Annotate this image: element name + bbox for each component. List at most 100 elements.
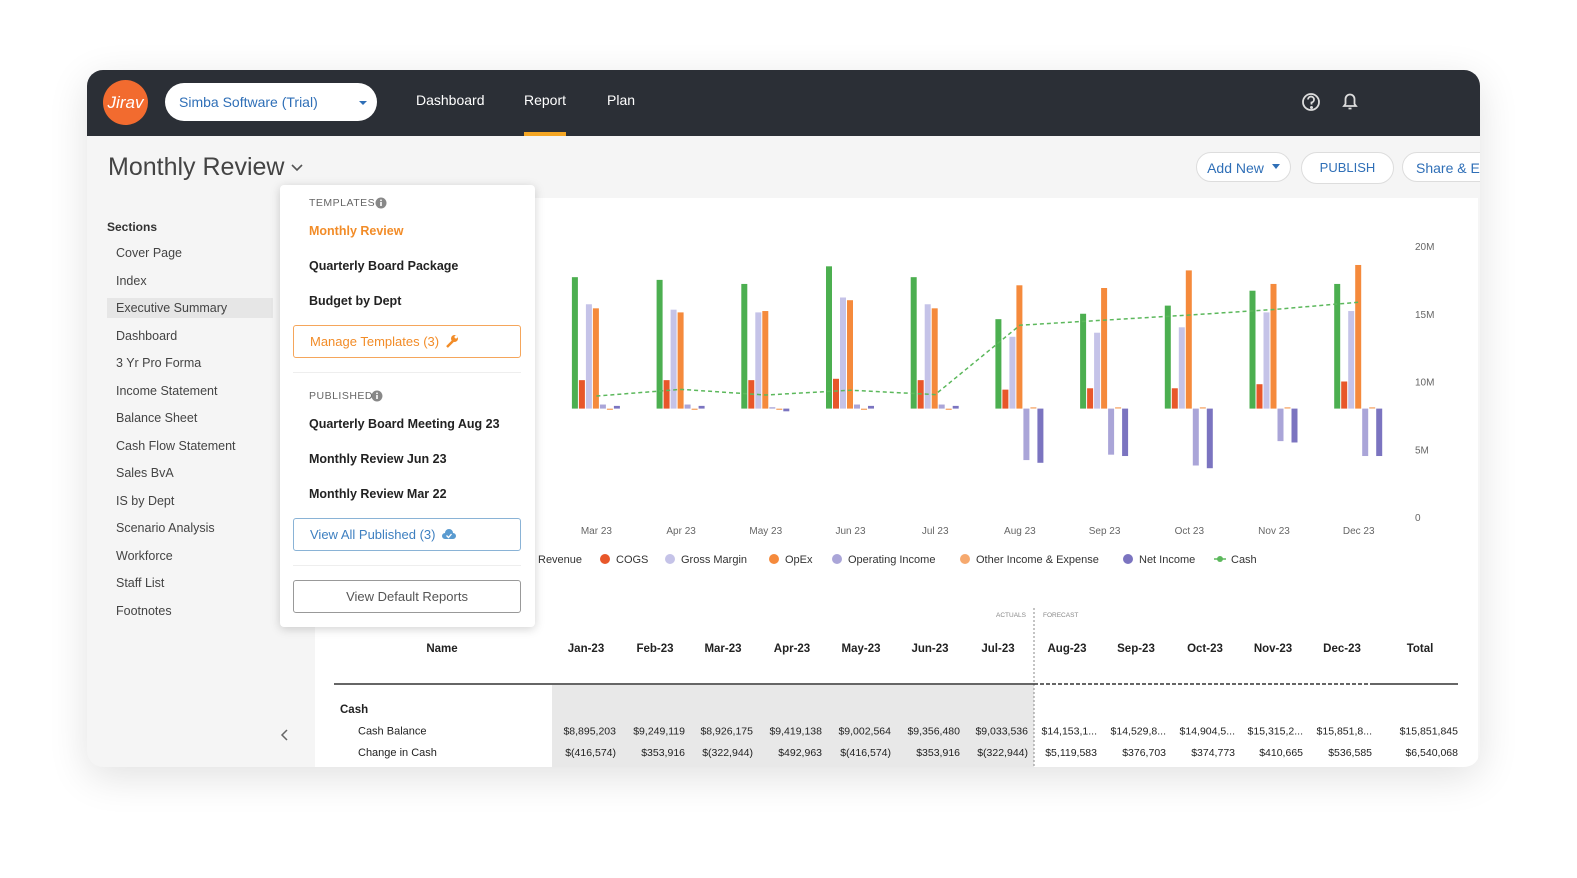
manage-templates-button[interactable]: Manage Templates (3) <box>293 325 521 358</box>
sidebar-item[interactable]: Executive Summary <box>107 298 273 318</box>
cell: $536,585 <box>1328 747 1372 759</box>
top-icons <box>1302 93 1358 111</box>
sidebar-item[interactable]: Dashboard <box>116 328 178 343</box>
nav-tab[interactable]: Plan <box>607 92 636 108</box>
x-tick-label: Oct 23 <box>1175 526 1205 537</box>
column-header: Feb-23 <box>636 643 673 655</box>
column-header: Name <box>426 643 457 655</box>
bar <box>762 311 769 409</box>
sidebar-item[interactable]: Cover Page <box>116 246 183 260</box>
bar <box>691 408 698 410</box>
y2-tick-label: 5M <box>1415 445 1429 456</box>
sidebar-item[interactable]: Footnotes <box>116 603 172 618</box>
nav-tab[interactable]: Report <box>524 92 567 108</box>
bar <box>833 378 839 409</box>
bar <box>663 380 670 409</box>
bar <box>578 380 585 409</box>
bar <box>1376 408 1383 457</box>
y2-tick-label: 10M <box>1415 378 1434 389</box>
cash-line <box>596 301 1359 397</box>
cell: $8,926,175 <box>700 726 753 738</box>
sidebar-item[interactable]: Scenario Analysis <box>116 521 215 535</box>
caret <box>359 101 367 105</box>
legend-marker <box>600 554 610 564</box>
logo[interactable]: Jirav <box>103 80 148 125</box>
template-item[interactable]: Quarterly Board Package <box>309 259 459 273</box>
info-icon[interactable] <box>371 390 383 402</box>
sidebar-item[interactable]: Workforce <box>116 548 173 563</box>
column-header: Nov-23 <box>1254 643 1292 655</box>
cell: $(416,574) <box>840 747 891 759</box>
cloud-icon <box>441 529 456 539</box>
published-item[interactable]: Monthly Review Mar 22 <box>309 487 447 501</box>
add-caret <box>1272 164 1280 169</box>
bar <box>931 308 938 409</box>
header-button[interactable]: Share & Export <box>1402 152 1480 182</box>
cell: $376,703 <box>1122 747 1166 759</box>
cell: $(416,574) <box>565 747 616 759</box>
published-item[interactable]: Monthly Review Jun 23 <box>309 452 447 466</box>
bar <box>1094 332 1101 409</box>
sidebar-item[interactable]: IS by Dept <box>116 493 175 508</box>
x-tick-label: Jun 23 <box>835 526 865 537</box>
bar <box>1341 381 1348 409</box>
view-all-published-button[interactable]: View All Published (3) <box>293 518 521 551</box>
nav-tab[interactable]: Dashboard <box>416 92 485 108</box>
cell: $(322,944) <box>977 747 1028 759</box>
bar <box>861 408 867 410</box>
column-header: Jun-23 <box>911 643 948 655</box>
bar <box>599 404 606 409</box>
legend-label: Net Income <box>1139 554 1195 566</box>
column-header: Sep-23 <box>1117 643 1155 655</box>
cell: $9,419,138 <box>769 726 822 738</box>
x-tick-label: Nov 23 <box>1258 526 1290 537</box>
x-tick-label: Aug 23 <box>1004 526 1036 537</box>
x-tick-label: Sep 23 <box>1089 526 1121 537</box>
legend-marker <box>832 554 842 564</box>
bar <box>847 300 853 409</box>
sidebar-item[interactable]: Cash Flow Statement <box>116 438 236 453</box>
row-label: Cash <box>340 704 368 716</box>
header-button[interactable]: PUBLISH <box>1301 152 1394 184</box>
report-title[interactable]: Monthly Review <box>108 153 285 181</box>
notifications-icon[interactable] <box>1342 93 1358 110</box>
template-item[interactable]: Budget by Dept <box>309 294 402 308</box>
sidebar-item[interactable]: Index <box>116 273 147 288</box>
report-dropdown: TEMPLATES Monthly Review Quarterly Board P… <box>280 185 535 627</box>
sidebar-item[interactable]: Staff List <box>116 576 165 590</box>
x-tick-label: Dec 23 <box>1343 526 1375 537</box>
view-default-reports-button[interactable]: View Default Reports <box>293 580 521 613</box>
collapse-sidebar[interactable] <box>280 729 288 741</box>
bar <box>938 404 945 409</box>
actuals-shade <box>552 685 1034 767</box>
column-header: Mar-23 <box>704 643 741 655</box>
bar <box>868 405 874 409</box>
sidebar-item[interactable]: Income Statement <box>116 383 218 398</box>
info-icon[interactable] <box>375 197 387 209</box>
title-caret[interactable] <box>87 70 1480 200</box>
help-icon[interactable] <box>1302 93 1320 111</box>
sidebar-item[interactable]: 3 Yr Pro Forma <box>116 356 202 370</box>
cell: $353,916 <box>641 747 685 759</box>
app-content: Jirav Simba Software (Trial) Monthly Rev… <box>87 70 1480 767</box>
section-heading: TEMPLATES <box>309 197 376 209</box>
bar <box>1362 408 1369 457</box>
published-item[interactable]: Quarterly Board Meeting Aug 23 <box>309 417 500 431</box>
template-item[interactable]: Monthly Review <box>309 224 404 238</box>
bar <box>1108 408 1115 455</box>
legend-label: Operating Income <box>848 554 935 566</box>
y2-tick-label: 20M <box>1415 242 1434 253</box>
org-selector[interactable]: Simba Software (Trial) <box>165 83 377 121</box>
bar <box>840 297 846 409</box>
sidebar-item[interactable]: Balance Sheet <box>116 411 198 425</box>
bar <box>606 408 613 410</box>
legend-label: Gross Margin <box>681 554 747 566</box>
bar <box>783 408 790 412</box>
legend-label: OpEx <box>785 554 813 566</box>
column-header: Oct-23 <box>1187 643 1223 655</box>
sidebar-item[interactable]: Sales BvA <box>116 466 174 480</box>
cell: $6,540,068 <box>1405 747 1458 759</box>
legend-label: COGS <box>616 554 648 566</box>
bar <box>945 408 952 410</box>
bar <box>1080 313 1087 409</box>
